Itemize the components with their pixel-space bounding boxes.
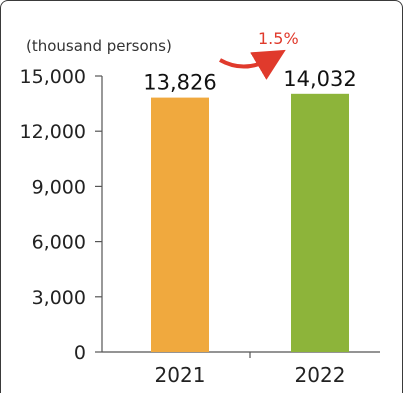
data-label-2021: 13,826 — [143, 71, 216, 95]
y-tick-label: 0 — [74, 342, 86, 364]
bar-2022 — [291, 93, 349, 352]
growth-arrow-icon — [219, 49, 286, 80]
y-axis-label: (thousand persons) — [26, 37, 172, 55]
x-tick-label-2021: 2021 — [155, 363, 206, 387]
y-tick-label: 6,000 — [32, 232, 86, 254]
bar-2021 — [151, 97, 209, 353]
y-axis: 0 3,000 6,000 9,000 12,000 15,000 — [20, 66, 103, 364]
growth-annotation: 1.5% — [258, 29, 299, 48]
data-label-2022: 14,032 — [283, 67, 356, 91]
bars — [151, 93, 349, 353]
y-tick-label: 15,000 — [20, 66, 86, 88]
x-axis: 2021 2022 — [102, 351, 380, 387]
x-tick-label-2022: 2022 — [295, 363, 346, 387]
data-labels: 13,826 14,032 — [143, 67, 356, 95]
y-tick-label: 9,000 — [32, 176, 86, 198]
y-tick-label: 12,000 — [20, 121, 86, 143]
y-tick-label: 3,000 — [32, 287, 86, 309]
